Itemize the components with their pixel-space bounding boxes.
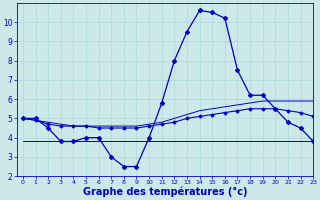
X-axis label: Graphe des températures (°c): Graphe des températures (°c) xyxy=(83,187,247,197)
